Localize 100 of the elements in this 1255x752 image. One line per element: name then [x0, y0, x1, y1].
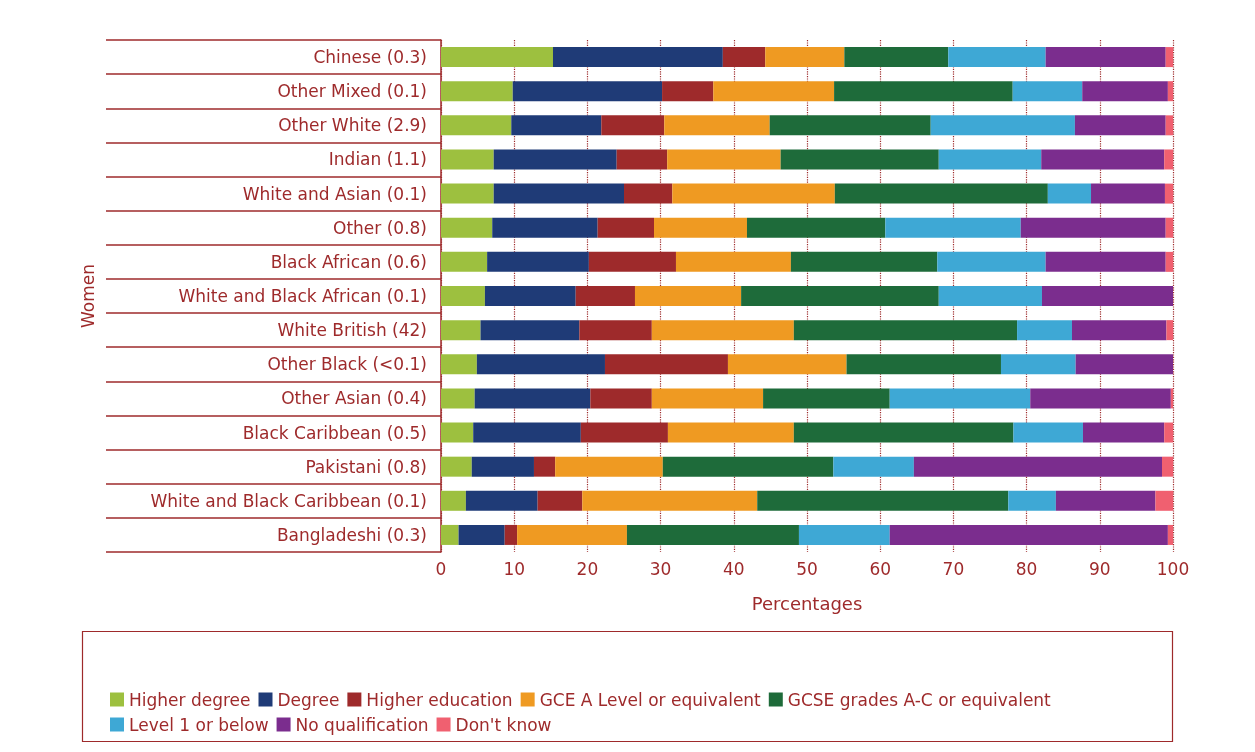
bar — [1082, 81, 1168, 102]
bar — [441, 183, 494, 204]
bar — [1055, 490, 1156, 511]
x-tick-label: 80 — [1015, 558, 1038, 579]
bar — [1164, 149, 1173, 170]
y-axis-title: Women — [77, 263, 98, 329]
bar — [634, 286, 742, 306]
bar — [1091, 183, 1165, 204]
bar — [441, 320, 481, 341]
bar — [537, 490, 583, 511]
y-tick-label: Other White (2.9) — [278, 115, 427, 136]
bar — [757, 490, 1009, 511]
bar — [833, 456, 914, 477]
bar — [1017, 320, 1072, 341]
y-tick-label: Black Caribbean (0.5) — [242, 422, 427, 443]
bar — [667, 149, 781, 170]
y-tick-label: White British (42) — [277, 320, 427, 341]
bar — [769, 115, 931, 136]
x-axis-title: Percentages — [751, 592, 863, 614]
bar — [582, 490, 758, 511]
bar — [555, 456, 663, 477]
bar — [441, 490, 466, 511]
bar — [675, 251, 791, 272]
bar — [493, 149, 617, 170]
bar — [662, 81, 714, 102]
legend-label: Higher degree — [129, 689, 251, 710]
bar — [441, 47, 553, 68]
bar — [1082, 422, 1165, 443]
bar — [1012, 81, 1083, 102]
y-tick-label: Bangladeshi (0.3) — [276, 524, 427, 545]
bar — [1041, 286, 1173, 306]
bar — [651, 320, 794, 341]
x-tick-label: 40 — [722, 558, 745, 579]
bar — [938, 149, 1042, 170]
bar — [667, 422, 794, 443]
y-tick-label: Pakistani (0.8) — [305, 456, 427, 477]
bar — [1166, 320, 1173, 341]
bar — [492, 217, 598, 238]
legend-label: Level 1 or below — [129, 714, 269, 735]
bar — [885, 217, 1021, 238]
bar — [937, 251, 1046, 272]
bar — [1165, 47, 1173, 68]
bar — [763, 388, 890, 409]
bar — [441, 456, 472, 477]
bar — [846, 354, 1001, 375]
x-tick-label: 30 — [649, 558, 672, 579]
legend-label: Higher education — [366, 689, 513, 710]
bar — [441, 354, 477, 375]
bar — [553, 47, 723, 68]
bar — [1164, 183, 1173, 204]
x-tick-label: 50 — [796, 558, 818, 579]
y-tick-label: Other (0.8) — [333, 217, 427, 238]
x-tick-label: 70 — [942, 558, 965, 579]
bar — [1165, 217, 1173, 238]
bar — [1167, 524, 1173, 545]
x-tick-label: 60 — [869, 558, 892, 579]
bar — [913, 456, 1163, 477]
bar — [441, 524, 459, 545]
y-tick-label: Chinese (0.3) — [313, 47, 427, 68]
bar — [465, 490, 538, 511]
x-tick-label: 10 — [503, 558, 526, 579]
bar — [793, 320, 1018, 341]
y-tick-label: White and Asian (0.1) — [242, 183, 427, 204]
bar — [1000, 354, 1076, 375]
bar — [930, 115, 1075, 136]
bar — [1013, 422, 1083, 443]
bar — [512, 81, 663, 102]
bar — [664, 115, 770, 136]
bar — [1075, 354, 1173, 375]
bar — [834, 81, 1013, 102]
legend-label: Degree — [277, 689, 340, 710]
y-tick-label: Indian (1.1) — [328, 149, 427, 170]
bar — [1041, 149, 1165, 170]
bar — [741, 286, 939, 306]
bar — [798, 524, 890, 545]
x-tick-label: 100 — [1156, 558, 1190, 579]
bar — [590, 388, 652, 409]
y-tick-label: Other Black (<0.1) — [267, 354, 427, 375]
bar — [672, 183, 835, 204]
bar — [793, 422, 1014, 443]
legend-label: GCE A Level or equivalent — [539, 689, 762, 710]
bar — [1045, 47, 1166, 68]
bar — [511, 115, 602, 136]
bar — [651, 388, 764, 409]
bar — [1020, 217, 1166, 238]
bar — [1074, 115, 1166, 136]
bar — [441, 217, 493, 238]
bar — [1165, 251, 1173, 272]
legend-label: Don't know — [455, 714, 552, 735]
bar — [713, 81, 835, 102]
bar — [1155, 490, 1173, 511]
bar — [441, 251, 488, 272]
y-tick-label: White and Black African (0.1) — [178, 286, 427, 306]
bar — [938, 286, 1042, 306]
bar — [662, 456, 834, 477]
bar — [476, 354, 605, 375]
bar — [493, 183, 624, 204]
bar — [517, 524, 627, 545]
bar — [474, 388, 591, 409]
bar — [597, 217, 655, 238]
